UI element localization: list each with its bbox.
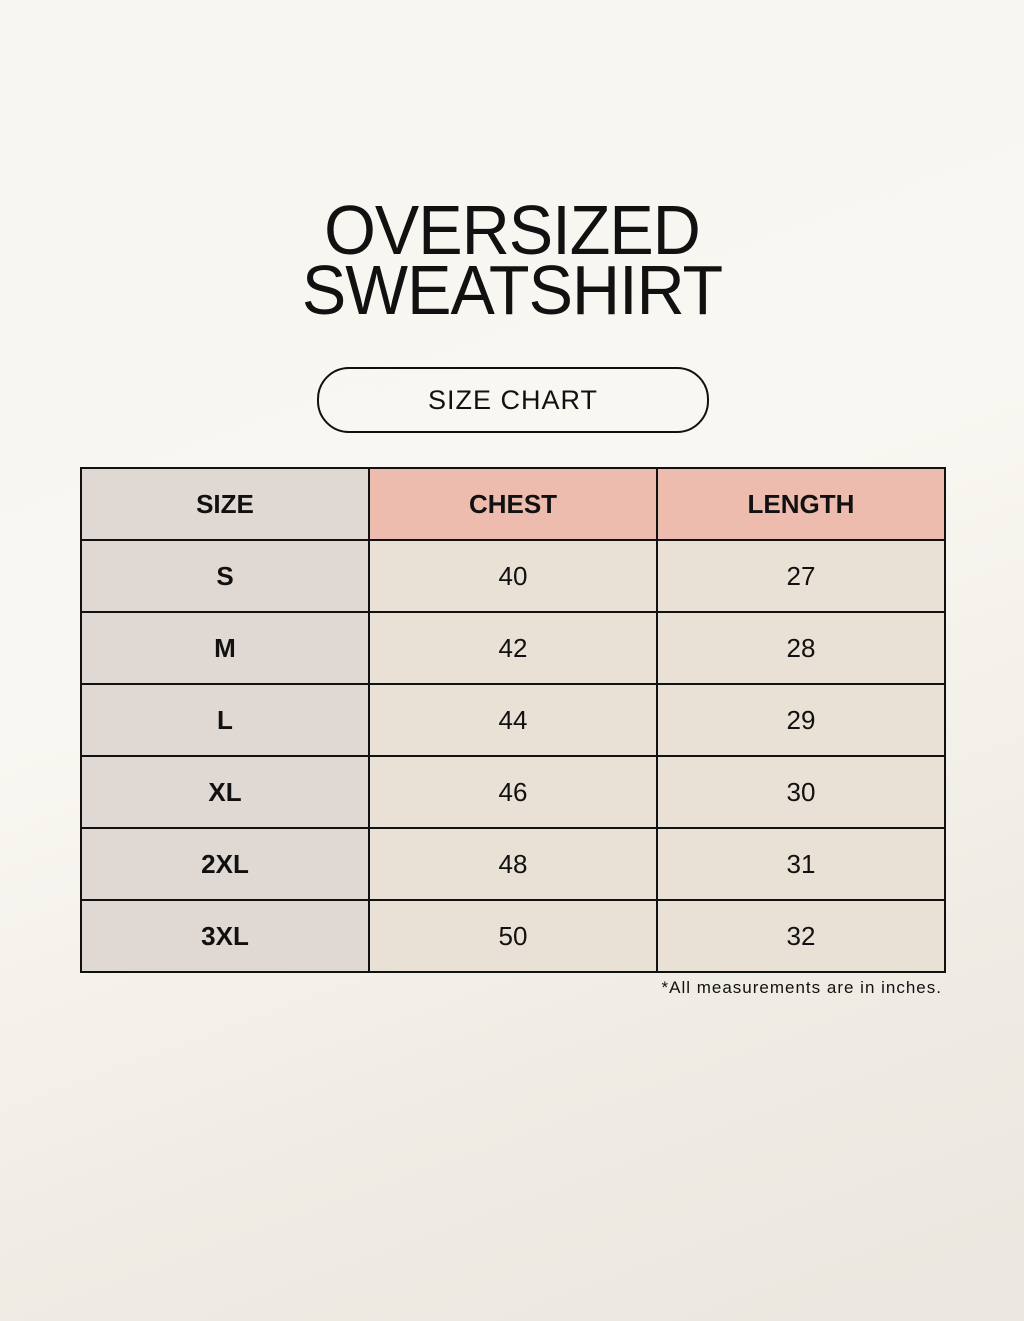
title-line-1: OVERSIZED xyxy=(324,191,701,269)
table-row: S 40 27 xyxy=(80,539,946,613)
size-chart-label: SIZE CHART xyxy=(317,367,709,433)
page-title: OVERSIZED SWEATSHIRT xyxy=(26,191,999,329)
table-row: 2XL 48 31 xyxy=(80,827,946,901)
title-line-2: SWEATSHIRT xyxy=(301,251,723,329)
cell-length: 31 xyxy=(656,827,946,901)
cell-size: 3XL xyxy=(80,899,370,973)
header-chest: CHEST xyxy=(368,467,658,541)
table-row: M 42 28 xyxy=(80,611,946,685)
footnote: *All measurements are in inches. xyxy=(661,978,942,997)
table-row: L 44 29 xyxy=(80,683,946,757)
cell-chest: 44 xyxy=(368,683,658,757)
cell-length: 30 xyxy=(656,755,946,829)
cell-length: 28 xyxy=(656,611,946,685)
cell-chest: 40 xyxy=(368,539,658,613)
cell-length: 32 xyxy=(656,899,946,973)
cell-chest: 50 xyxy=(368,899,658,973)
header-length: LENGTH xyxy=(656,467,946,541)
cell-chest: 48 xyxy=(368,827,658,901)
cell-length: 27 xyxy=(656,539,946,613)
cell-size: L xyxy=(80,683,370,757)
cell-length: 29 xyxy=(656,683,946,757)
table-header-row: SIZE CHEST LENGTH xyxy=(80,467,946,541)
cell-chest: 42 xyxy=(368,611,658,685)
cell-chest: 46 xyxy=(368,755,658,829)
cell-size: M xyxy=(80,611,370,685)
cell-size: S xyxy=(80,539,370,613)
header-size: SIZE xyxy=(80,467,370,541)
cell-size: 2XL xyxy=(80,827,370,901)
size-table: SIZE CHEST LENGTH S 40 27 M 42 28 L 44 29 XL 46 30 2… xyxy=(80,467,946,973)
table-row: 3XL 50 32 xyxy=(80,899,946,973)
cell-size: XL xyxy=(80,755,370,829)
table-row: XL 46 30 xyxy=(80,755,946,829)
